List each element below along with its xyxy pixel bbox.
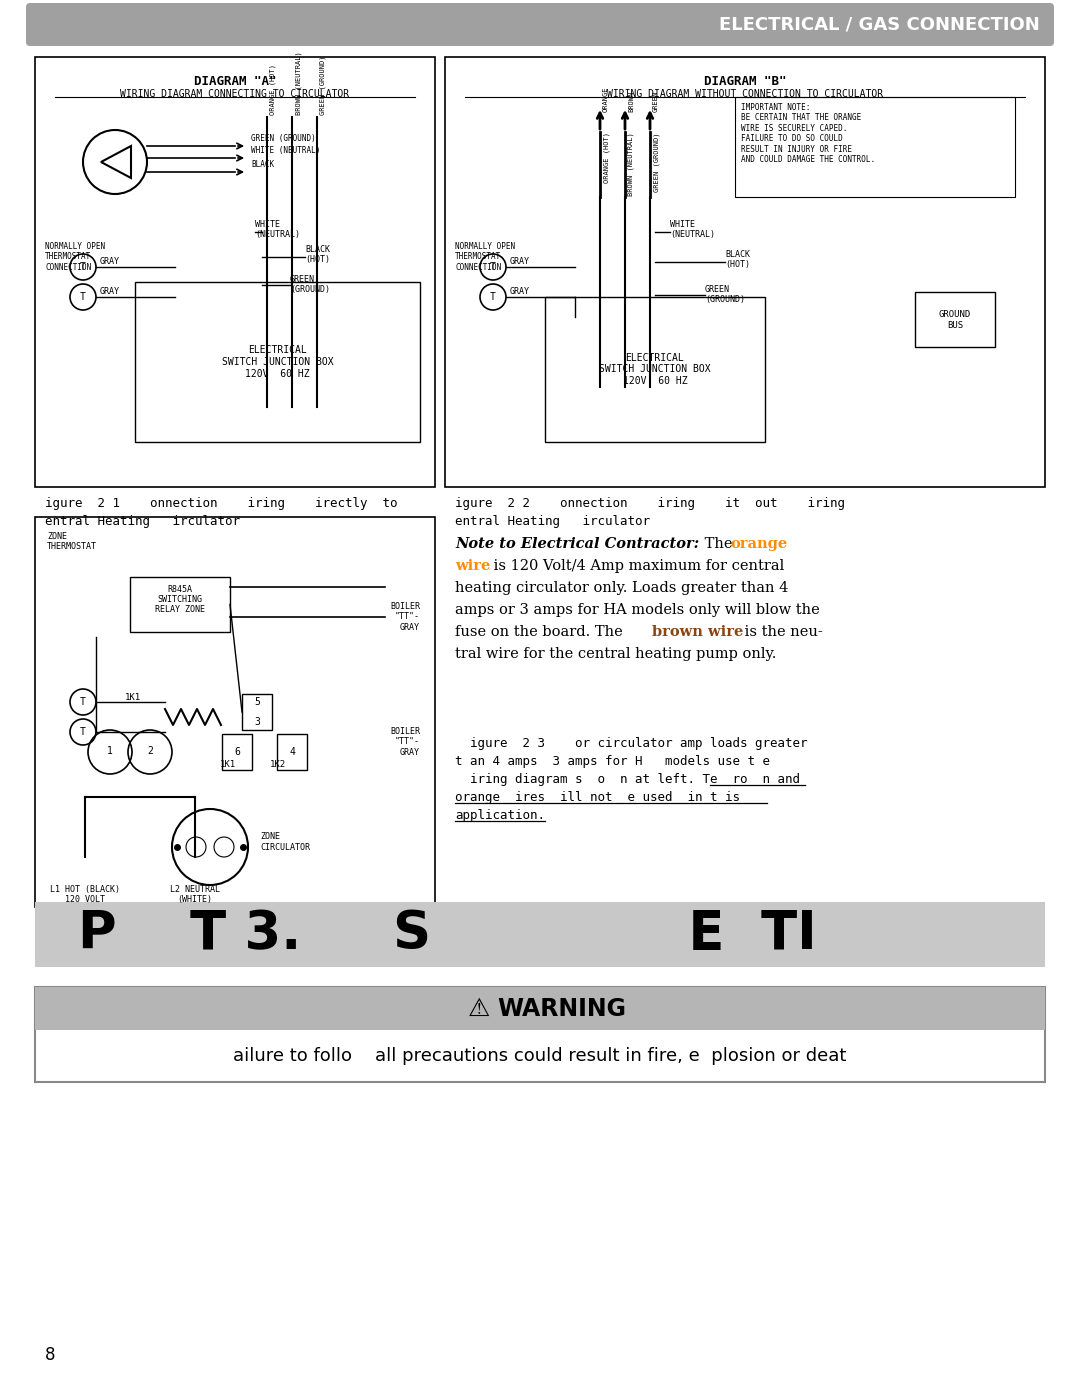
Text: WARNING: WARNING <box>497 997 626 1021</box>
Text: ELECTRICAL
SWITCH JUNCTION BOX
120V  60 HZ: ELECTRICAL SWITCH JUNCTION BOX 120V 60 H… <box>221 345 334 379</box>
Text: ELECTRICAL
SWITCH JUNCTION BOX
120V  60 HZ: ELECTRICAL SWITCH JUNCTION BOX 120V 60 H… <box>599 353 711 386</box>
FancyBboxPatch shape <box>26 3 1054 46</box>
Text: GRAY: GRAY <box>510 257 530 267</box>
Text: L2 NEUTRAL
(WHITE): L2 NEUTRAL (WHITE) <box>170 886 220 904</box>
Text: The: The <box>700 536 738 550</box>
Text: ZONE
THERMOSTAT: ZONE THERMOSTAT <box>48 532 97 552</box>
Text: 1: 1 <box>107 746 113 756</box>
Text: brown wire: brown wire <box>652 624 743 638</box>
Text: BROWN: BROWN <box>627 91 634 112</box>
Text: 4: 4 <box>289 747 295 757</box>
Text: tral wire for the central heating pump only.: tral wire for the central heating pump o… <box>455 647 777 661</box>
Text: e  ro  n and: e ro n and <box>710 773 800 787</box>
Text: T: T <box>490 292 496 302</box>
Text: T: T <box>80 697 86 707</box>
Text: BLACK
(HOT): BLACK (HOT) <box>725 250 750 270</box>
Text: BLACK: BLACK <box>251 161 274 169</box>
Text: GREEN
(GROUND): GREEN (GROUND) <box>291 275 330 293</box>
FancyBboxPatch shape <box>135 282 420 441</box>
Text: 6: 6 <box>234 747 240 757</box>
Text: GREEN (GROUND): GREEN (GROUND) <box>251 134 315 142</box>
Text: WHITE
(NEUTRAL): WHITE (NEUTRAL) <box>670 219 715 239</box>
Text: 8: 8 <box>45 1345 55 1363</box>
Text: DIAGRAM "B": DIAGRAM "B" <box>704 75 786 88</box>
Text: BOILER
"TT"-
GRAY: BOILER "TT"- GRAY <box>390 602 420 631</box>
FancyBboxPatch shape <box>445 57 1045 488</box>
FancyBboxPatch shape <box>242 694 272 731</box>
Text: ELECTRICAL / GAS CONNECTION: ELECTRICAL / GAS CONNECTION <box>719 15 1040 34</box>
FancyBboxPatch shape <box>35 902 1045 967</box>
Text: t an 4 amps  3 amps for H   models use t e: t an 4 amps 3 amps for H models use t e <box>455 754 770 768</box>
Text: iring diagram s  o  n at left. T: iring diagram s o n at left. T <box>455 773 710 787</box>
Text: GREEN (GROUND): GREEN (GROUND) <box>320 56 326 115</box>
Text: GREEN
(GROUND): GREEN (GROUND) <box>705 285 745 305</box>
Text: 5: 5 <box>254 697 260 707</box>
FancyBboxPatch shape <box>130 577 230 631</box>
Text: ORANGE: ORANGE <box>603 87 609 112</box>
Text: T: T <box>80 726 86 738</box>
Text: ORANGE (HOT): ORANGE (HOT) <box>603 131 609 183</box>
Text: 2: 2 <box>147 746 153 756</box>
Text: is 120 Volt/4 Amp maximum for central: is 120 Volt/4 Amp maximum for central <box>489 559 784 573</box>
Text: WHITE
(NEUTRAL): WHITE (NEUTRAL) <box>255 219 300 239</box>
Text: NORMALLY OPEN
THERMOSTAT
CONNECTION: NORMALLY OPEN THERMOSTAT CONNECTION <box>45 242 105 272</box>
FancyBboxPatch shape <box>222 733 252 770</box>
FancyBboxPatch shape <box>915 292 995 346</box>
Text: 3: 3 <box>254 717 260 726</box>
Text: BLACK
(HOT): BLACK (HOT) <box>305 244 330 264</box>
Text: NORMALLY OPEN
THERMOSTAT
CONNECTION: NORMALLY OPEN THERMOSTAT CONNECTION <box>455 242 515 272</box>
Text: igure  2 3    or circulator amp loads greater: igure 2 3 or circulator amp loads greate… <box>455 738 808 750</box>
FancyBboxPatch shape <box>35 988 1045 1083</box>
Text: wire: wire <box>455 559 490 573</box>
Text: 1K1: 1K1 <box>220 760 237 768</box>
Text: igure  2 2    onnection    iring    it  out    iring
entral Heating   irculator: igure 2 2 onnection iring it out iring e… <box>455 497 845 528</box>
FancyBboxPatch shape <box>545 298 765 441</box>
FancyBboxPatch shape <box>35 517 435 907</box>
Text: ailure to follo    all precautions could result in fire, e  plosion or deat: ailure to follo all precautions could re… <box>233 1046 847 1065</box>
FancyBboxPatch shape <box>735 96 1015 197</box>
Text: application.: application. <box>455 809 545 821</box>
Text: 1K2: 1K2 <box>270 760 286 768</box>
Text: GRAY: GRAY <box>100 257 120 267</box>
Text: BROWN (NEUTRAL): BROWN (NEUTRAL) <box>295 52 301 115</box>
Text: Note to Electrical Contractor:: Note to Electrical Contractor: <box>455 536 699 550</box>
Text: IMPORTANT NOTE:
BE CERTAIN THAT THE ORANGE
WIRE IS SECURELY CAPED.
FAILURE TO DO: IMPORTANT NOTE: BE CERTAIN THAT THE ORAN… <box>741 103 875 163</box>
Text: fuse on the board. The: fuse on the board. The <box>455 624 627 638</box>
Text: GROUND
BUS: GROUND BUS <box>939 310 971 330</box>
Text: WHITE (NEUTRAL): WHITE (NEUTRAL) <box>251 147 321 155</box>
Text: GRAY: GRAY <box>100 288 120 296</box>
FancyBboxPatch shape <box>35 57 435 488</box>
Text: L1 HOT (BLACK)
120 VOLT: L1 HOT (BLACK) 120 VOLT <box>50 886 120 904</box>
Text: WIRING DIAGRAM CONNECTING TO CIRCULATOR: WIRING DIAGRAM CONNECTING TO CIRCULATOR <box>121 89 350 99</box>
FancyBboxPatch shape <box>35 988 1045 1030</box>
Text: T: T <box>80 292 86 302</box>
Text: ⚠: ⚠ <box>468 997 490 1021</box>
Text: GRAY: GRAY <box>510 288 530 296</box>
Text: is the neu-: is the neu- <box>740 624 823 638</box>
Text: T: T <box>490 263 496 272</box>
FancyBboxPatch shape <box>276 733 307 770</box>
Text: 1K1: 1K1 <box>125 693 141 701</box>
Text: T: T <box>80 263 86 272</box>
Text: orange  ires  ill not  e used  in t is: orange ires ill not e used in t is <box>455 791 740 805</box>
Text: GREEN: GREEN <box>653 91 659 112</box>
Text: ZONE
CIRCULATOR: ZONE CIRCULATOR <box>260 833 310 852</box>
Text: orange: orange <box>730 536 787 550</box>
Text: DIAGRAM "A": DIAGRAM "A" <box>193 75 276 88</box>
Text: BOILER
"TT"-
GRAY: BOILER "TT"- GRAY <box>390 726 420 757</box>
Text: WIRING DIAGRAM WITHOUT CONNECTION TO CIRCULATOR: WIRING DIAGRAM WITHOUT CONNECTION TO CIR… <box>607 89 883 99</box>
Text: R845A
SWITCHING
RELAY ZONE: R845A SWITCHING RELAY ZONE <box>156 584 205 615</box>
Text: BROWN (NEUTRAL): BROWN (NEUTRAL) <box>627 131 635 196</box>
Text: heating circulator only. Loads greater than 4: heating circulator only. Loads greater t… <box>455 581 788 595</box>
Text: ORANGE (HOT): ORANGE (HOT) <box>270 64 276 115</box>
Text: P    T 3.     S              E  TI: P T 3. S E TI <box>78 908 816 961</box>
Text: amps or 3 amps for HA models only will blow the: amps or 3 amps for HA models only will b… <box>455 604 820 617</box>
Text: GREEN (GROUND): GREEN (GROUND) <box>653 131 660 191</box>
Text: igure  2 1    onnection    iring    irectly  to
entral Heating   irculator: igure 2 1 onnection iring irectly to ent… <box>45 497 397 528</box>
